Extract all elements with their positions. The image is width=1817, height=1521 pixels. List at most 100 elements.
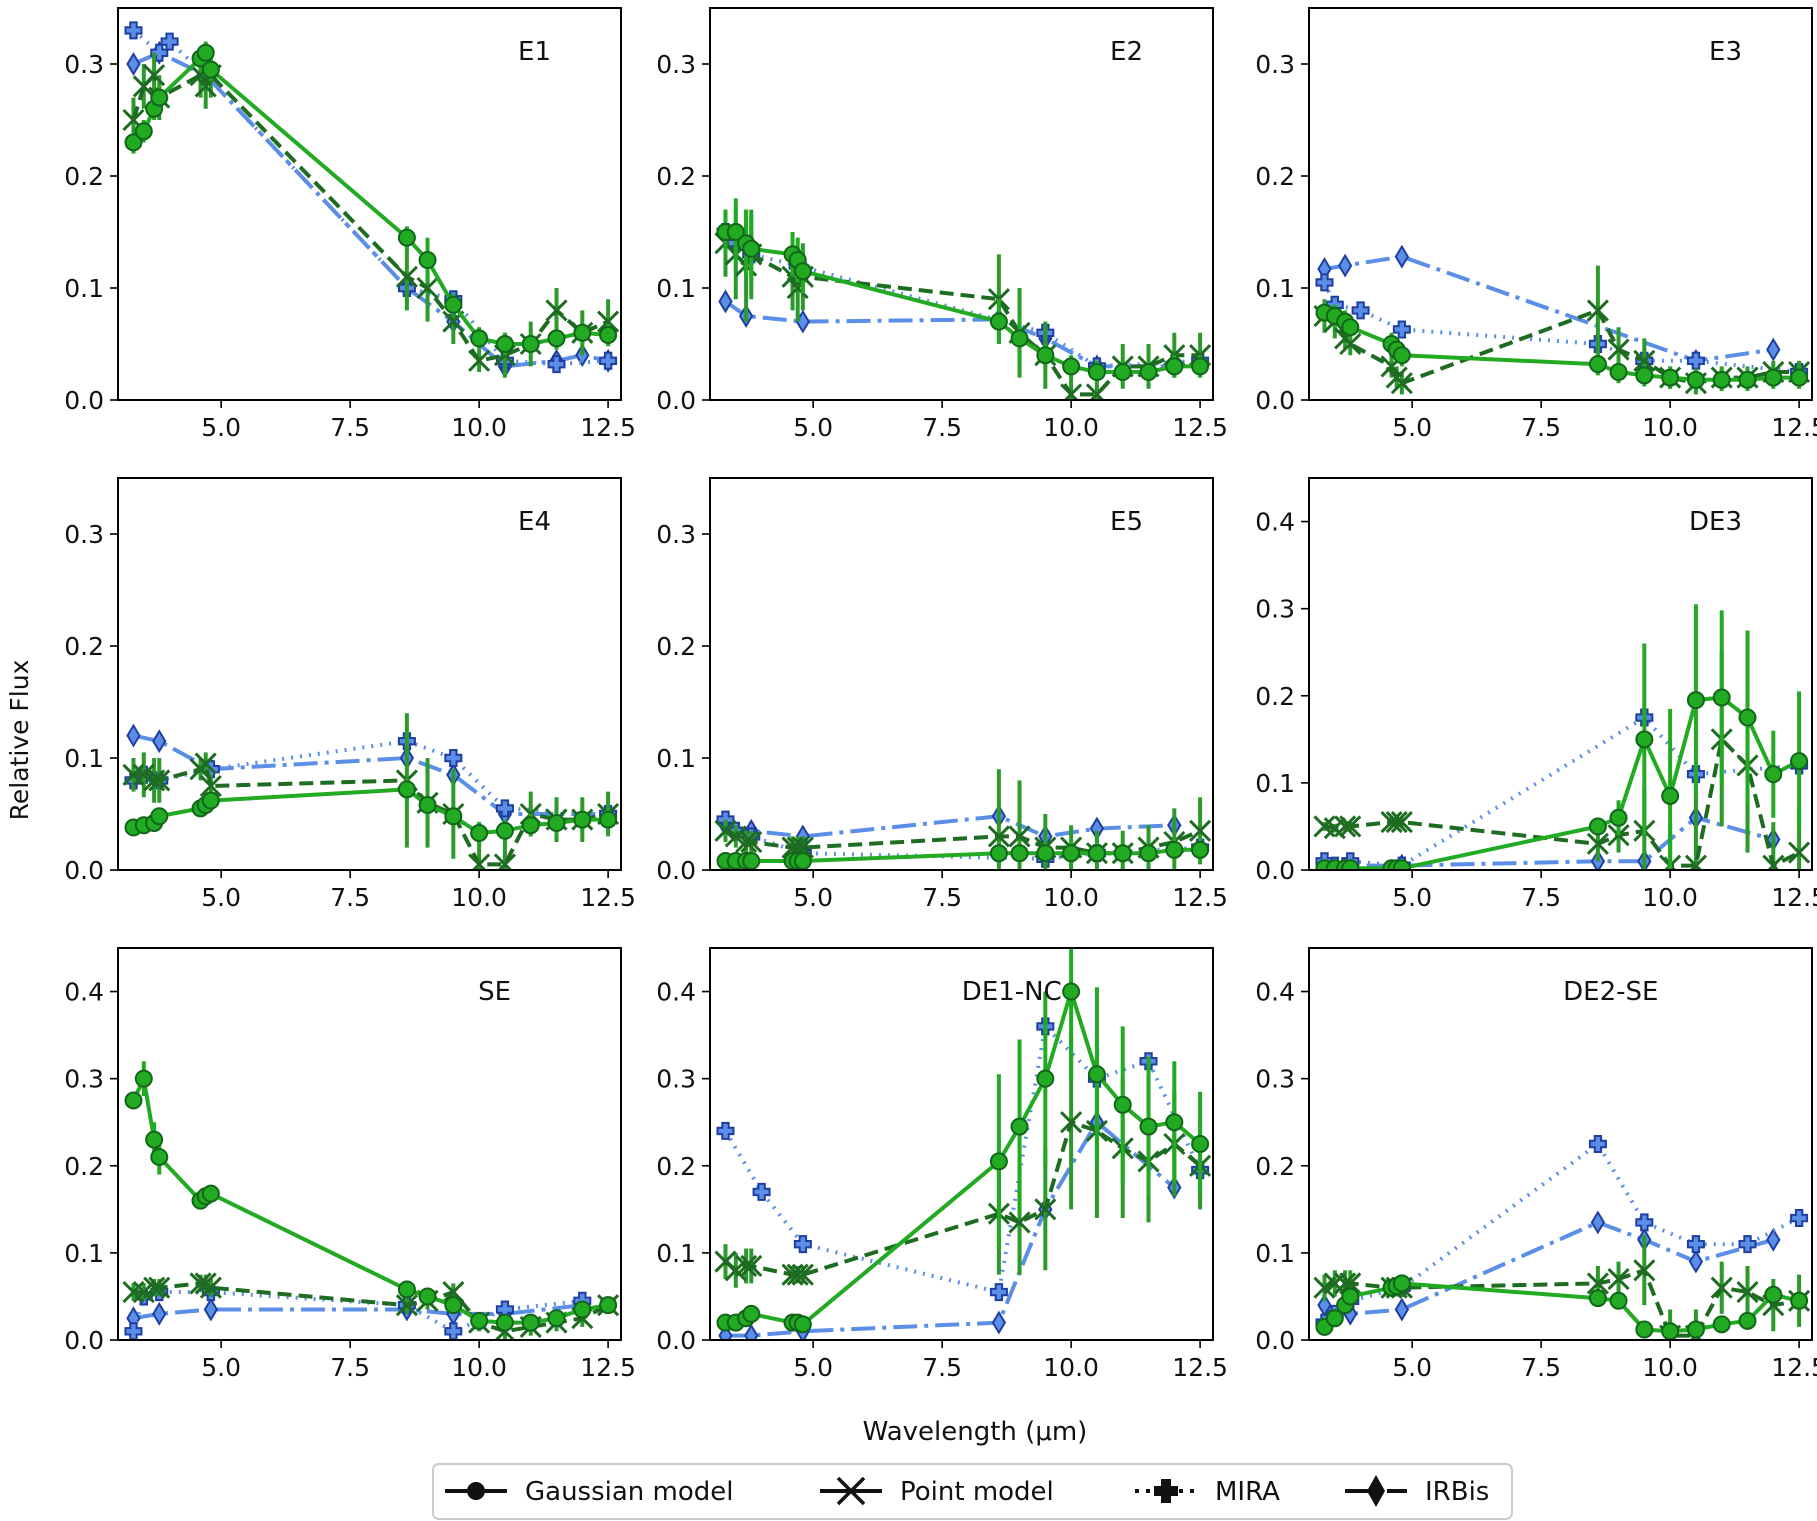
data-point [468,853,491,870]
data-point [1738,1311,1757,1330]
plot-area [710,8,1213,400]
panel-title: E1 [518,37,551,67]
data-point [495,335,514,353]
plot-content [714,948,1212,1340]
x-axis-label: Wavelength (μm) [863,1417,1088,1447]
data-point [1323,1272,1346,1295]
data-point [124,21,143,40]
data-point [1766,337,1781,362]
y-tick-label: 0.0 [1255,856,1295,885]
y-axis-label: Relative Flux [5,660,34,821]
data-point [199,774,222,798]
data-point [1334,815,1357,838]
legend-marker [1154,1479,1178,1503]
data-point [1686,1235,1705,1254]
data-point [547,1309,566,1328]
y-tick-label: 0.0 [64,386,104,415]
panel-title: SE [478,977,511,1007]
y-tick-label: 0.1 [656,274,696,303]
data-point [495,821,514,840]
x-tick-label: 10.0 [451,883,507,912]
data-point [418,796,437,815]
data-point [468,349,491,372]
data-point [716,1121,735,1140]
data-point [1010,1117,1029,1136]
y-tick-label: 0.1 [1255,769,1295,798]
legend-item-mira: MIRA [1135,1477,1280,1507]
data-point [744,1323,759,1340]
series-gauss [716,198,1210,384]
data-point [1191,357,1210,376]
x-tick-label: 7.5 [922,1353,962,1382]
data-point [152,729,167,754]
data-point [1337,253,1353,278]
data-point [126,52,141,76]
series-line [724,241,1201,397]
panel-de2-se: 5.0 7.5 10.0 12.5 0.0 0.1 0.2 0.3 0.4 DE2-SE [1255,947,1817,1382]
data-point [143,64,166,87]
data-point [1341,318,1360,337]
x-tick-label: 7.5 [330,413,370,442]
data-point [599,326,618,345]
panel-title: E3 [1709,37,1742,67]
panel-title: DE3 [1689,507,1742,537]
data-point [495,1313,514,1332]
data-point [1684,854,1707,870]
x-tick-label: 5.0 [1392,1353,1432,1382]
data-point [989,312,1008,331]
data-point [444,295,463,314]
data-point [124,133,143,152]
data-point [1686,370,1705,389]
data-point [1087,1065,1106,1084]
x-tick-label: 5.0 [1392,883,1432,912]
data-point [1712,688,1731,707]
y-tick-label: 0.3 [1255,1065,1295,1094]
panel-e3: 5.0 7.5 10.0 12.5 0.0 0.1 0.2 0.3 E3 [1255,7,1817,442]
data-point [726,223,745,241]
data-point [1738,1235,1757,1254]
series-line [131,73,609,363]
plot-frame [117,947,622,1341]
data-point [1394,1297,1410,1322]
x-tick-label: 7.5 [922,883,962,912]
data-point [1385,811,1408,834]
data-point [989,1283,1008,1302]
data-point [1390,372,1413,395]
panel-e1: 5.0 7.5 10.0 12.5 0.0 0.1 0.2 0.3 E1 [64,7,636,442]
data-point [1139,1117,1158,1136]
data-point [742,239,761,258]
data-point [1139,363,1158,381]
y-tick-label: 0.1 [64,274,104,303]
plot-content [122,1061,620,1340]
y-tick-label: 0.0 [1255,386,1295,415]
legend: Gaussian model Point model MIRA IRBis [432,1463,1513,1520]
data-point [1788,841,1811,864]
data-point [1736,1281,1759,1304]
data-point [470,1311,489,1330]
legend-marker [836,1476,866,1506]
x-tick-label: 7.5 [330,1353,370,1382]
data-point [1607,824,1630,847]
data-point [160,32,179,51]
data-point [599,810,618,829]
data-point [1325,1309,1344,1328]
x-tick-label: 10.0 [1642,1353,1698,1382]
x-tick-label: 12.5 [1172,883,1228,912]
x-tick-label: 10.0 [1043,1353,1099,1382]
data-point [547,329,566,348]
series-gauss [124,41,618,356]
data-point [752,1182,771,1201]
data-point [1686,351,1705,370]
data-point [1392,320,1411,339]
panel-title: E2 [1110,37,1143,67]
data-point [718,289,733,314]
data-point [1008,1211,1031,1234]
x-tick-label: 5.0 [793,1353,833,1382]
data-point [134,122,153,141]
series-line [724,1120,1202,1277]
data-point [599,351,618,370]
data-point [145,1130,164,1149]
legend-label: Gaussian model [525,1477,734,1507]
series-line [724,828,1201,856]
data-point [201,791,220,810]
